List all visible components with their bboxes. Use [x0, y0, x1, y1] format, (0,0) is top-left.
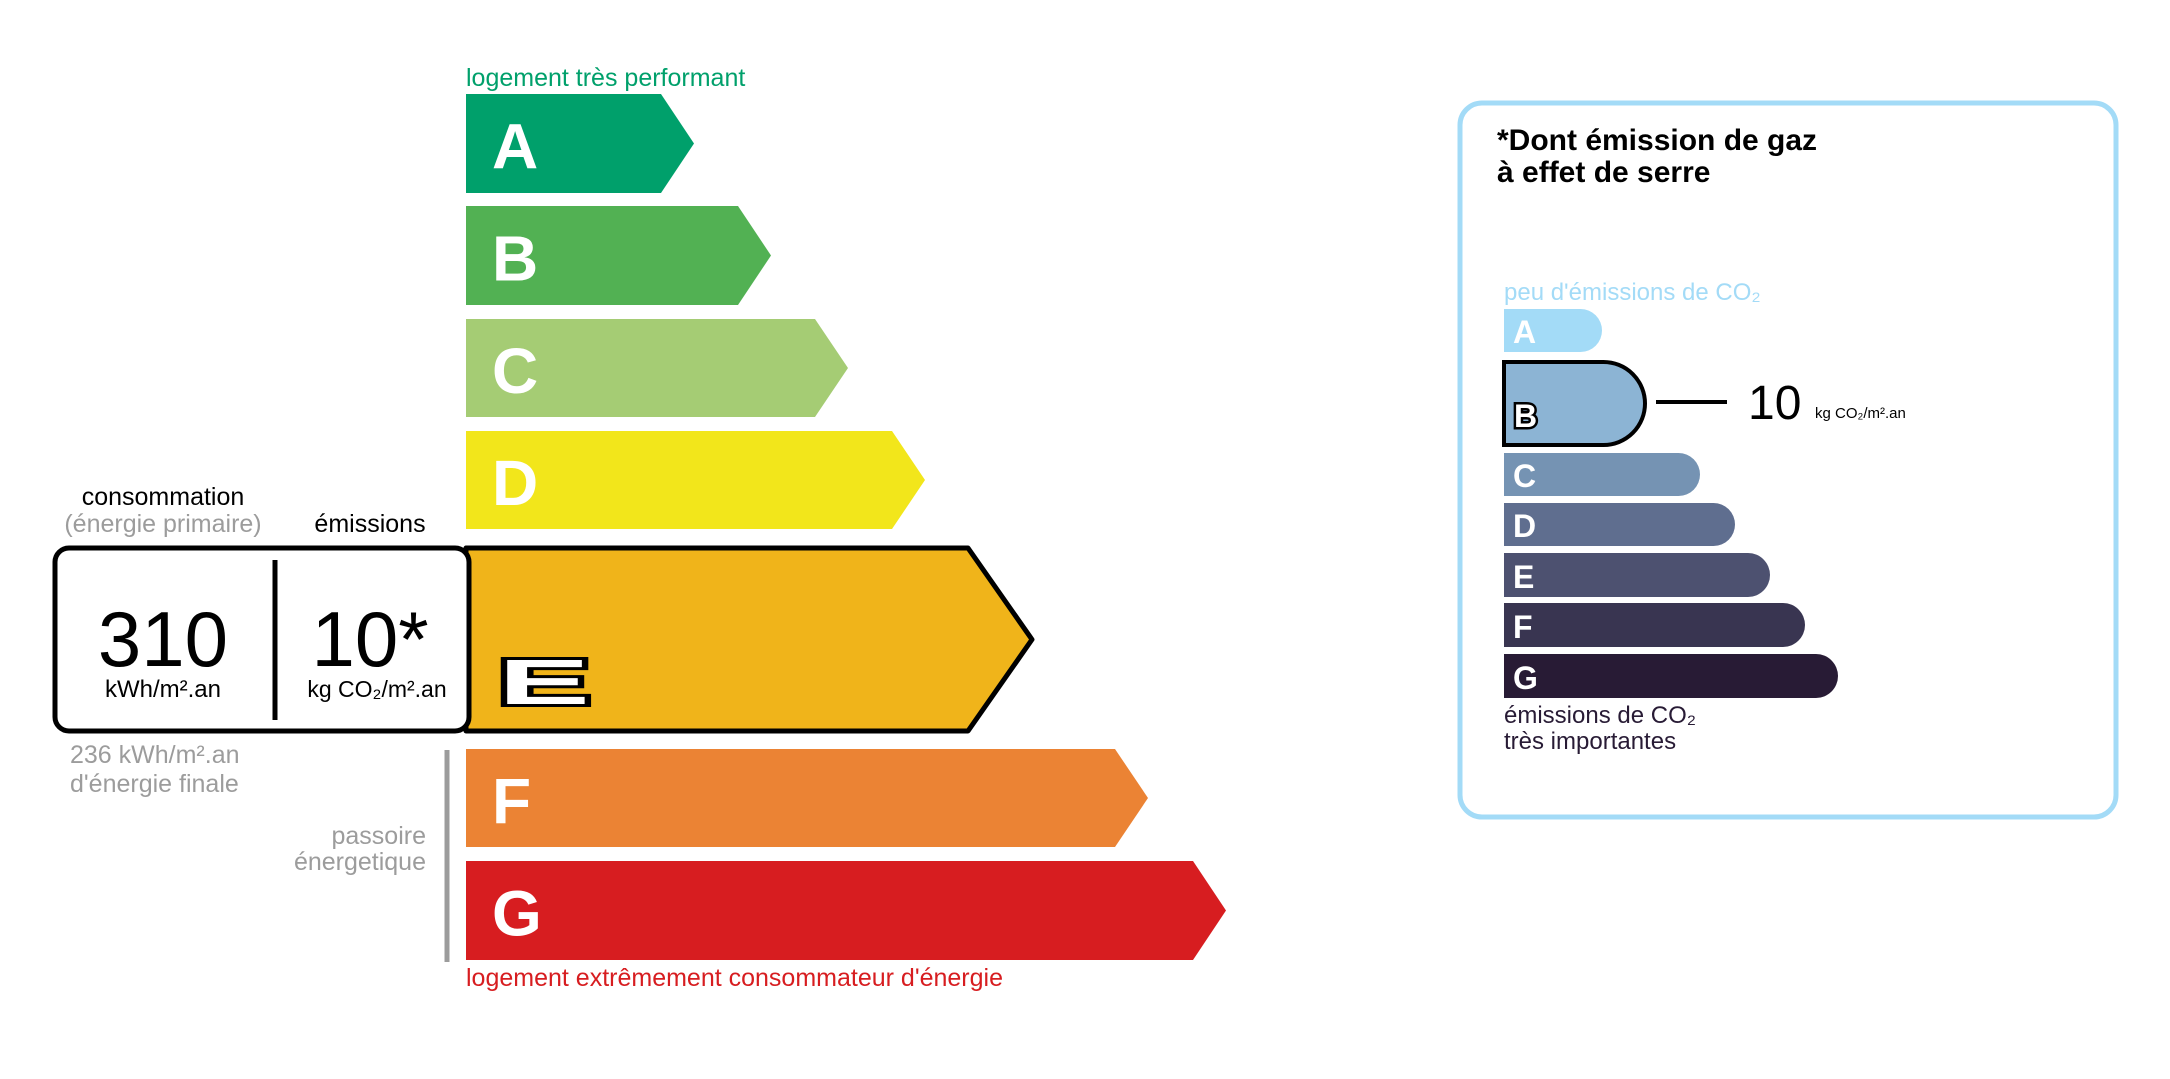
energy-class-bar-g [466, 861, 1226, 960]
energy-class-letter-a: A [492, 111, 538, 183]
ghg-class-bar-b [1502, 360, 1647, 447]
passoire-label-1: passoire [332, 822, 427, 850]
ghg-class-bar-c [1504, 453, 1701, 496]
energy-class-letter-b: B [492, 223, 538, 295]
energy-class-bar-a [466, 94, 694, 193]
energy-class-bar-f [466, 749, 1148, 847]
energy-class-letter-f: F [492, 765, 531, 837]
ghg-title-2: à effet de serre [1497, 156, 1710, 189]
energy-class-letter-c: C [492, 335, 538, 407]
final-energy-value: 236 kWh/m².an [70, 741, 240, 769]
emissions-unit: kg CO₂/m².an [307, 676, 446, 702]
consumption-unit: kWh/m².an [105, 676, 221, 703]
ghg-class-bar-g [1504, 654, 1838, 698]
consumption-subheader: (énergie primaire) [64, 510, 261, 538]
energy-class-bar-c [466, 319, 848, 417]
energy-class-bar-b [466, 206, 771, 305]
ghg-bottom-label-1: émissions de CO₂ [1504, 702, 1696, 729]
consumption-value: 310 [98, 595, 228, 683]
energy-class-letter-g: G [492, 878, 542, 950]
energy-top-label: logement très performant [466, 64, 745, 92]
energy-class-letter-e: E [498, 646, 590, 718]
ghg-bottom-label-2: très importantes [1504, 728, 1676, 755]
final-energy-label: d'énergie finale [70, 770, 239, 798]
ghg-class-letter-a: A [1513, 314, 1536, 350]
ghg-class-letter-e: E [1513, 559, 1534, 595]
ghg-top-label: peu d'émissions de CO₂ [1504, 279, 1761, 306]
energy-bottom-label: logement extrêmement consommateur d'éner… [466, 964, 1003, 992]
consumption-header: consommation [82, 483, 245, 511]
ghg-class-bar-d [1504, 503, 1736, 546]
ghg-class-bar-f [1504, 603, 1805, 647]
ghg-value: 10 [1748, 377, 1801, 430]
ghg-class-letter-g: G [1513, 660, 1538, 696]
ghg-title-1: *Dont émission de gaz [1497, 124, 1817, 157]
passoire-label-2: énergetique [294, 848, 426, 876]
emissions-value: 10* [311, 595, 428, 683]
ghg-class-letter-b: B [1514, 398, 1537, 434]
ghg-unit: kg CO₂/m².an [1815, 405, 1906, 422]
ghg-class-letter-f: F [1513, 609, 1533, 645]
energy-class-bar-d [466, 431, 925, 529]
ghg-class-bar-e [1504, 553, 1770, 597]
ghg-class-bar-a [1504, 309, 1602, 352]
emissions-header: émissions [314, 510, 425, 538]
energy-class-letter-d: D [492, 447, 538, 519]
values-box [52, 545, 472, 734]
ghg-class-letter-d: D [1513, 508, 1536, 544]
ghg-class-letter-c: C [1513, 458, 1536, 494]
